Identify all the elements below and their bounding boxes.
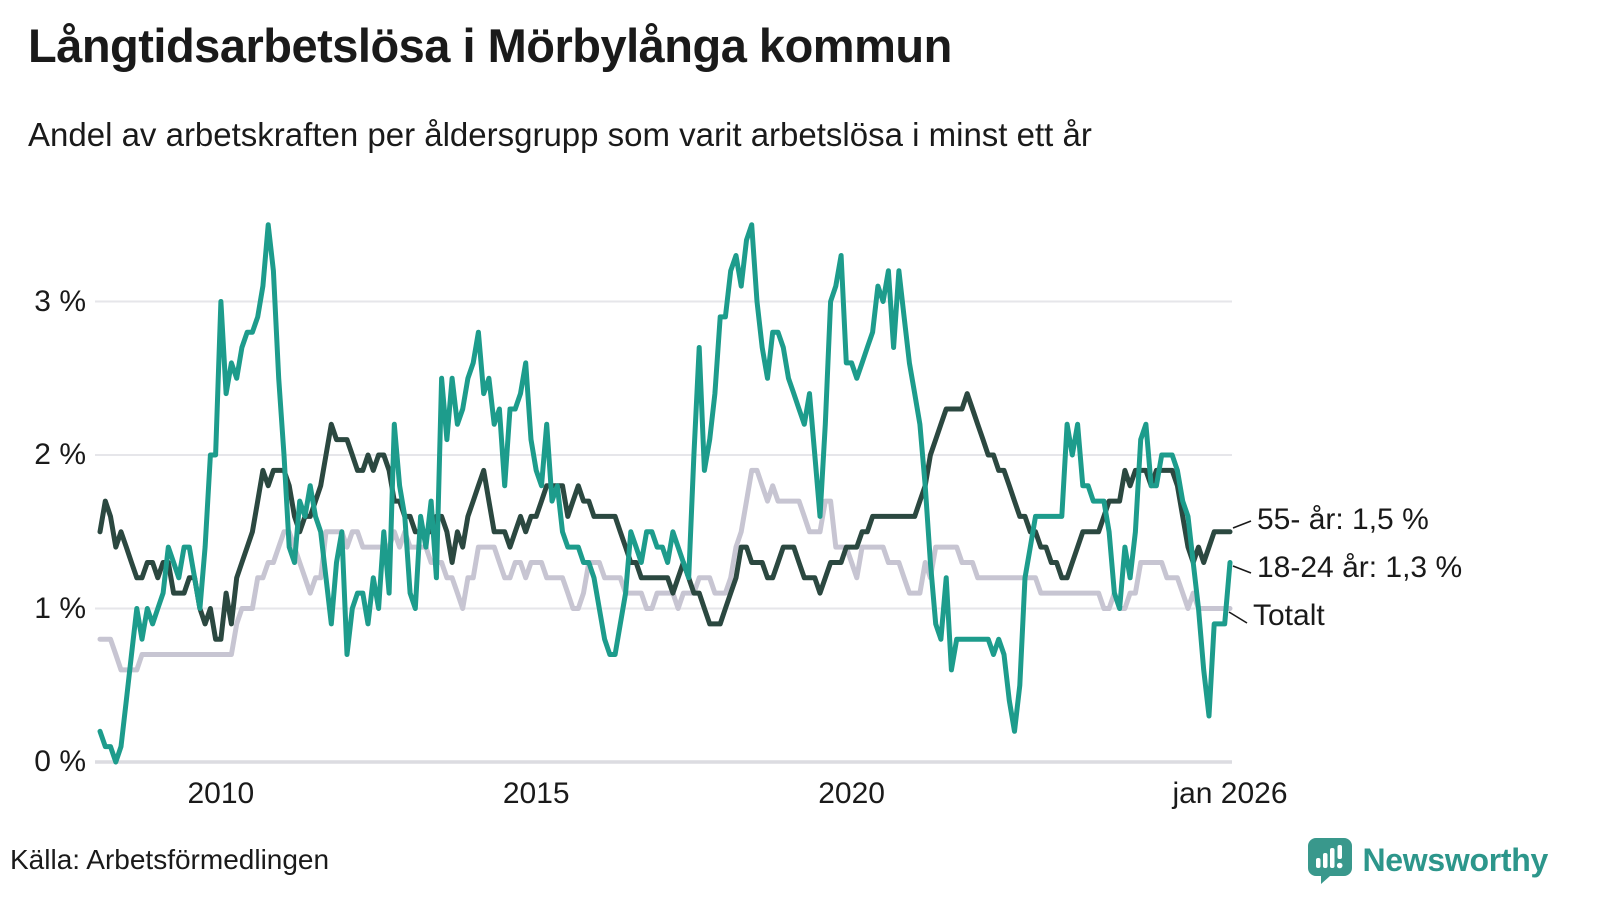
series-line-18-24-r bbox=[97, 222, 1233, 765]
x-tick-label: jan 2026 bbox=[1172, 777, 1288, 810]
chart-subtitle: Andel av arbetskraften per åldersgrupp s… bbox=[28, 116, 1092, 153]
end-label-18-24-ar: 18-24 år: 1,3 % bbox=[1257, 551, 1463, 584]
newsworthy-logo: Newsworthy bbox=[1306, 836, 1549, 884]
y-tick-label: 3 % bbox=[34, 284, 86, 318]
end-label-totalt: Totalt bbox=[1253, 599, 1325, 632]
x-tick-label: 2010 bbox=[187, 777, 255, 810]
leader-line-1 bbox=[1232, 520, 1252, 529]
source-note: Källa: Arbetsförmedlingen bbox=[10, 844, 330, 875]
leader-line-2 bbox=[1232, 565, 1252, 574]
y-tick-label: 2 % bbox=[34, 438, 86, 471]
x-tick-label: 2020 bbox=[818, 777, 885, 810]
y-tick-label: 0 % bbox=[34, 745, 86, 778]
newsworthy-bubble-icon bbox=[1307, 838, 1352, 884]
end-label-55-ar: 55- år: 1,5 % bbox=[1257, 503, 1429, 536]
page-title: Långtidsarbetslösa i Mörbylånga kommun bbox=[28, 19, 952, 72]
leader-line-0 bbox=[1228, 611, 1248, 624]
x-tick-label: 2015 bbox=[502, 777, 570, 810]
y-tick-label: 1 % bbox=[34, 591, 86, 625]
newsworthy-wordmark: Newsworthy bbox=[1362, 841, 1549, 878]
series-line-55-r bbox=[97, 391, 1233, 642]
